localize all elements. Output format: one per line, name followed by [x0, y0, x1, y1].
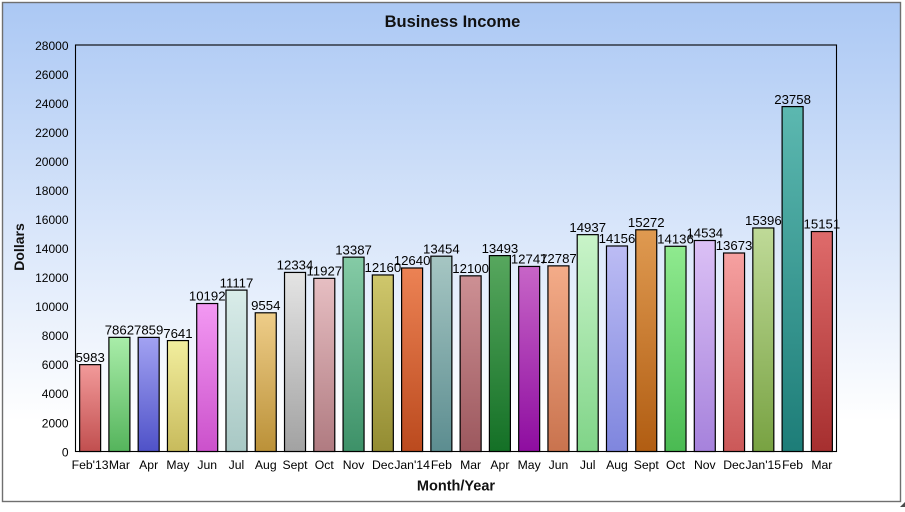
svg-text:11117: 11117 — [220, 275, 254, 290]
svg-text:12640: 12640 — [394, 253, 431, 268]
svg-text:Mar: Mar — [811, 458, 832, 472]
svg-text:Dec: Dec — [723, 458, 745, 472]
svg-text:26000: 26000 — [35, 68, 69, 82]
svg-text:Jun: Jun — [549, 458, 569, 472]
svg-text:15151: 15151 — [804, 217, 841, 232]
svg-text:Jul: Jul — [229, 458, 245, 472]
svg-text:10000: 10000 — [35, 300, 69, 314]
svg-text:Dec: Dec — [372, 458, 394, 472]
svg-text:Feb: Feb — [431, 458, 452, 472]
svg-text:28000: 28000 — [35, 39, 69, 53]
svg-text:12160: 12160 — [364, 260, 401, 275]
svg-text:14136: 14136 — [657, 231, 694, 246]
svg-text:Mar: Mar — [460, 458, 481, 472]
svg-text:7641: 7641 — [163, 326, 192, 341]
svg-text:Nov: Nov — [343, 458, 366, 472]
svg-text:22000: 22000 — [35, 126, 69, 140]
svg-text:May: May — [518, 458, 542, 472]
svg-text:24000: 24000 — [35, 97, 69, 111]
svg-text:7859: 7859 — [134, 323, 163, 338]
svg-text:Mar: Mar — [109, 458, 130, 472]
svg-text:Jul: Jul — [580, 458, 596, 472]
svg-text:12787: 12787 — [540, 251, 577, 266]
svg-text:Jun: Jun — [197, 458, 217, 472]
svg-text:7862: 7862 — [105, 323, 134, 338]
svg-text:15272: 15272 — [628, 215, 665, 230]
svg-text:8000: 8000 — [42, 329, 69, 343]
svg-text:May: May — [166, 458, 190, 472]
svg-text:Feb: Feb — [782, 458, 803, 472]
svg-text:Feb'13: Feb'13 — [72, 458, 109, 472]
svg-text:12000: 12000 — [35, 271, 69, 285]
svg-text:Apr: Apr — [490, 458, 509, 472]
svg-text:14000: 14000 — [35, 242, 69, 256]
svg-text:0: 0 — [62, 445, 69, 459]
svg-text:Dollars: Dollars — [11, 223, 27, 271]
svg-text:Business Income: Business Income — [385, 13, 521, 31]
svg-text:18000: 18000 — [35, 184, 69, 198]
svg-text:Jan'14: Jan'14 — [394, 458, 430, 472]
svg-text:Jan'15: Jan'15 — [746, 458, 782, 472]
svg-text:12100: 12100 — [452, 261, 489, 276]
svg-text:Oct: Oct — [666, 458, 686, 472]
svg-text:13387: 13387 — [335, 242, 372, 257]
svg-text:14156: 14156 — [599, 231, 636, 246]
svg-text:4000: 4000 — [42, 387, 69, 401]
svg-text:Oct: Oct — [315, 458, 335, 472]
svg-text:Nov: Nov — [694, 458, 717, 472]
svg-text:12334: 12334 — [277, 258, 314, 273]
svg-text:Aug: Aug — [606, 458, 628, 472]
svg-text:Aug: Aug — [255, 458, 277, 472]
svg-text:13454: 13454 — [423, 241, 460, 256]
svg-text:10192: 10192 — [189, 289, 226, 304]
svg-text:2000: 2000 — [42, 416, 69, 430]
svg-text:Sept: Sept — [634, 458, 660, 472]
svg-text:Month/Year: Month/Year — [417, 479, 496, 495]
svg-text:6000: 6000 — [42, 358, 69, 372]
svg-text:23758: 23758 — [774, 92, 811, 107]
svg-text:5983: 5983 — [75, 350, 104, 365]
svg-text:20000: 20000 — [35, 155, 69, 169]
svg-text:13673: 13673 — [716, 238, 753, 253]
svg-text:Sept: Sept — [282, 458, 308, 472]
svg-text:9554: 9554 — [251, 298, 280, 313]
svg-text:16000: 16000 — [35, 213, 69, 227]
svg-text:15396: 15396 — [745, 213, 782, 228]
svg-text:14534: 14534 — [686, 226, 723, 241]
svg-text:13493: 13493 — [482, 241, 519, 256]
svg-text:Apr: Apr — [139, 458, 158, 472]
svg-text:11927: 11927 — [306, 264, 342, 279]
svg-text:14937: 14937 — [569, 220, 606, 235]
svg-text:12747: 12747 — [511, 252, 548, 267]
